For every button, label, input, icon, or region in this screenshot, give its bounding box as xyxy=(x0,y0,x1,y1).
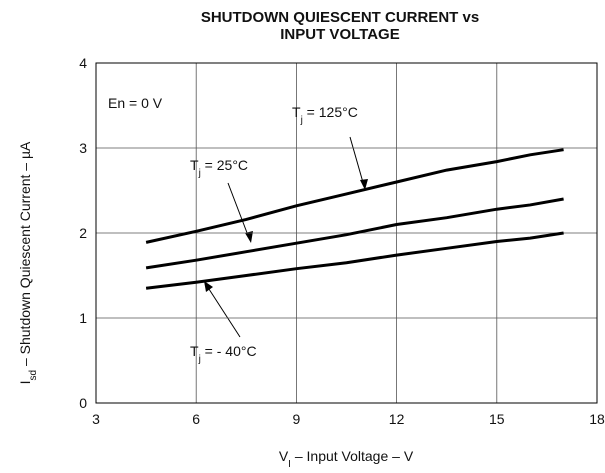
label-part: V xyxy=(279,448,289,464)
x-axis-label: VI – Input Voltage – V xyxy=(279,448,414,470)
subscript: j xyxy=(198,168,201,179)
arrow xyxy=(227,182,250,239)
label-part: I xyxy=(17,380,33,384)
subscript: j xyxy=(300,115,303,126)
label-part: = 25°C xyxy=(201,157,248,173)
series-label: Tj = - 40°C xyxy=(190,343,257,365)
arrowhead xyxy=(360,179,368,190)
arrowhead xyxy=(245,231,253,243)
series-line xyxy=(145,231,564,290)
subscript: I xyxy=(288,459,291,470)
x-tick-label: 12 xyxy=(389,411,405,427)
arrow xyxy=(349,136,365,187)
x-tick-label: 15 xyxy=(489,411,505,427)
y-tick-label: 2 xyxy=(79,225,87,241)
plot-frame xyxy=(95,62,598,404)
label-part: – Shutdown Quiescent Current – µA xyxy=(17,141,33,370)
chart-title-line: SHUTDOWN QUIESCENT CURRENT vs xyxy=(201,9,479,26)
y-tick-label: 0 xyxy=(79,395,87,411)
label-part: = - 40°C xyxy=(201,343,257,359)
label-part: T xyxy=(292,104,301,120)
x-tick-label: 3 xyxy=(92,411,100,427)
annotation: En = 0 V xyxy=(108,95,163,111)
y-tick-label: 1 xyxy=(79,310,87,326)
label-part: = 125°C xyxy=(303,104,358,120)
label-part: T xyxy=(190,157,199,173)
chart-title-line: INPUT VOLTAGE xyxy=(280,26,399,43)
y-tick-label: 3 xyxy=(79,140,87,156)
subscript: sd xyxy=(28,370,39,381)
series-line xyxy=(145,197,564,270)
arrow xyxy=(206,285,241,338)
x-tick-label: 9 xyxy=(293,411,301,427)
series-line xyxy=(145,148,564,244)
y-tick-label: 4 xyxy=(79,55,87,71)
arrowhead xyxy=(204,281,213,292)
x-tick-label: 18 xyxy=(589,411,605,427)
label-part: T xyxy=(190,343,199,359)
label-part: – Input Voltage – V xyxy=(291,448,414,464)
y-axis-label: Isd – Shutdown Quiescent Current – µA xyxy=(17,141,39,384)
series-label: Tj = 25°C xyxy=(190,157,248,179)
x-tick-label: 6 xyxy=(192,411,200,427)
series-label: Tj = 125°C xyxy=(292,104,358,126)
subscript: j xyxy=(198,354,201,365)
